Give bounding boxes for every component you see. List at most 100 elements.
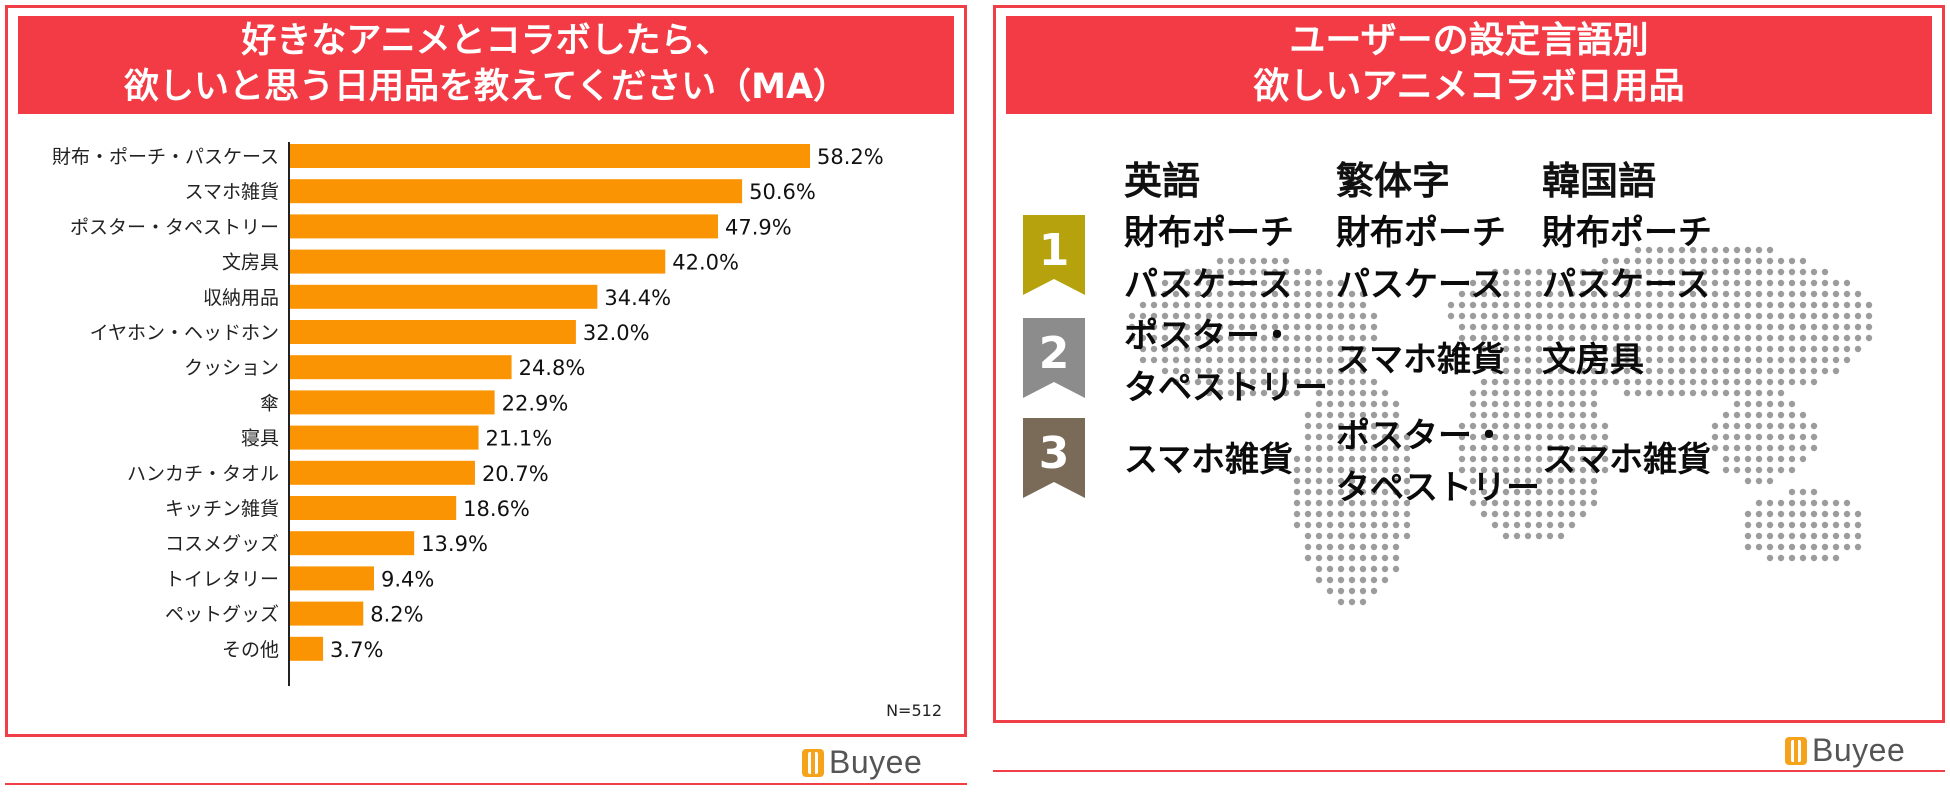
map-dot xyxy=(1304,301,1312,309)
map-dot xyxy=(1788,488,1796,496)
map-dot xyxy=(1381,576,1389,584)
map-dot xyxy=(1645,301,1653,309)
map-dot xyxy=(1315,345,1323,353)
map-dot xyxy=(1623,345,1631,353)
map-dot xyxy=(1326,389,1334,397)
map-dot xyxy=(1524,488,1532,496)
map-dot xyxy=(1568,290,1576,298)
map-dot xyxy=(1216,378,1224,386)
map-dot xyxy=(1216,389,1224,397)
map-dot xyxy=(1590,356,1598,364)
map-dot xyxy=(1491,345,1499,353)
map-dot xyxy=(1788,510,1796,518)
map-dot xyxy=(1513,356,1521,364)
map-dot xyxy=(1590,301,1598,309)
map-dot xyxy=(1777,532,1785,540)
map-dot xyxy=(1458,290,1466,298)
map-dot xyxy=(1315,422,1323,430)
map-dot xyxy=(1601,257,1609,265)
map-dot xyxy=(1271,356,1279,364)
map-dot xyxy=(1128,334,1136,342)
map-dot xyxy=(1535,411,1543,419)
map-dot xyxy=(1733,312,1741,320)
map-dot xyxy=(1546,367,1554,375)
map-dot xyxy=(1755,279,1763,287)
map-dot xyxy=(1777,268,1785,276)
map-dot xyxy=(1216,356,1224,364)
map-dot xyxy=(1337,323,1345,331)
category-label: スマホ雑貨 xyxy=(185,181,279,203)
map-dot xyxy=(1601,433,1609,441)
map-dot xyxy=(1667,268,1675,276)
map-dot xyxy=(1348,543,1356,551)
map-dot xyxy=(1524,400,1532,408)
map-dot xyxy=(1722,433,1730,441)
map-dot xyxy=(1722,334,1730,342)
map-dot xyxy=(1788,444,1796,452)
map-dot xyxy=(1678,301,1686,309)
buyee-logo-icon xyxy=(802,748,824,777)
map-dot xyxy=(1590,488,1598,496)
map-dot xyxy=(1744,312,1752,320)
map-dot xyxy=(1348,455,1356,463)
map-dot xyxy=(1469,389,1477,397)
map-dot xyxy=(1447,301,1455,309)
map-dot xyxy=(1315,543,1323,551)
map-dot xyxy=(1359,510,1367,518)
map-dot xyxy=(1293,466,1301,474)
map-dot xyxy=(1722,290,1730,298)
map-dot xyxy=(1777,356,1785,364)
map-dot xyxy=(1722,356,1730,364)
map-dot xyxy=(1337,488,1345,496)
map-dot xyxy=(1590,455,1598,463)
map-dot xyxy=(1238,312,1246,320)
map-dot xyxy=(1359,565,1367,573)
map-dot xyxy=(1744,543,1752,551)
map-dot xyxy=(1557,323,1565,331)
map-dot xyxy=(1590,433,1598,441)
map-dot xyxy=(1282,257,1290,265)
map-dot xyxy=(1579,323,1587,331)
map-dot xyxy=(1656,268,1664,276)
map-dot xyxy=(1469,279,1477,287)
map-dot xyxy=(1766,554,1774,562)
map-dot xyxy=(1667,312,1675,320)
map-dot xyxy=(1777,301,1785,309)
map-dot xyxy=(1315,367,1323,375)
map-dot xyxy=(1161,367,1169,375)
map-dot xyxy=(1579,268,1587,276)
map-dot xyxy=(1293,389,1301,397)
map-dot xyxy=(1315,334,1323,342)
map-dot xyxy=(1381,444,1389,452)
map-dot xyxy=(1150,312,1158,320)
map-dot xyxy=(1700,301,1708,309)
map-dot xyxy=(1216,290,1224,298)
map-dot xyxy=(1194,345,1202,353)
map-dot xyxy=(1348,356,1356,364)
map-dot xyxy=(1777,554,1785,562)
map-dot xyxy=(1568,499,1576,507)
map-dot xyxy=(1777,422,1785,430)
map-dot xyxy=(1491,400,1499,408)
map-dot xyxy=(1788,400,1796,408)
map-dot xyxy=(1359,455,1367,463)
map-dot xyxy=(1359,587,1367,595)
map-dot xyxy=(1546,477,1554,485)
map-dot xyxy=(1216,257,1224,265)
map-dot xyxy=(1502,268,1510,276)
map-dot xyxy=(1799,510,1807,518)
rank-1-cell: 財布ポーチ パスケース xyxy=(1542,207,1712,311)
map-dot xyxy=(1535,389,1543,397)
category-label: 寝具 xyxy=(241,428,279,450)
map-dot xyxy=(1821,345,1829,353)
map-dot xyxy=(1359,488,1367,496)
map-dot xyxy=(1579,455,1587,463)
map-dot xyxy=(1337,433,1345,441)
map-dot xyxy=(1513,521,1521,529)
map-dot xyxy=(1469,433,1477,441)
map-dot xyxy=(1744,433,1752,441)
map-dot xyxy=(1469,499,1477,507)
map-dot xyxy=(1524,455,1532,463)
map-dot xyxy=(1766,323,1774,331)
map-dot xyxy=(1381,565,1389,573)
